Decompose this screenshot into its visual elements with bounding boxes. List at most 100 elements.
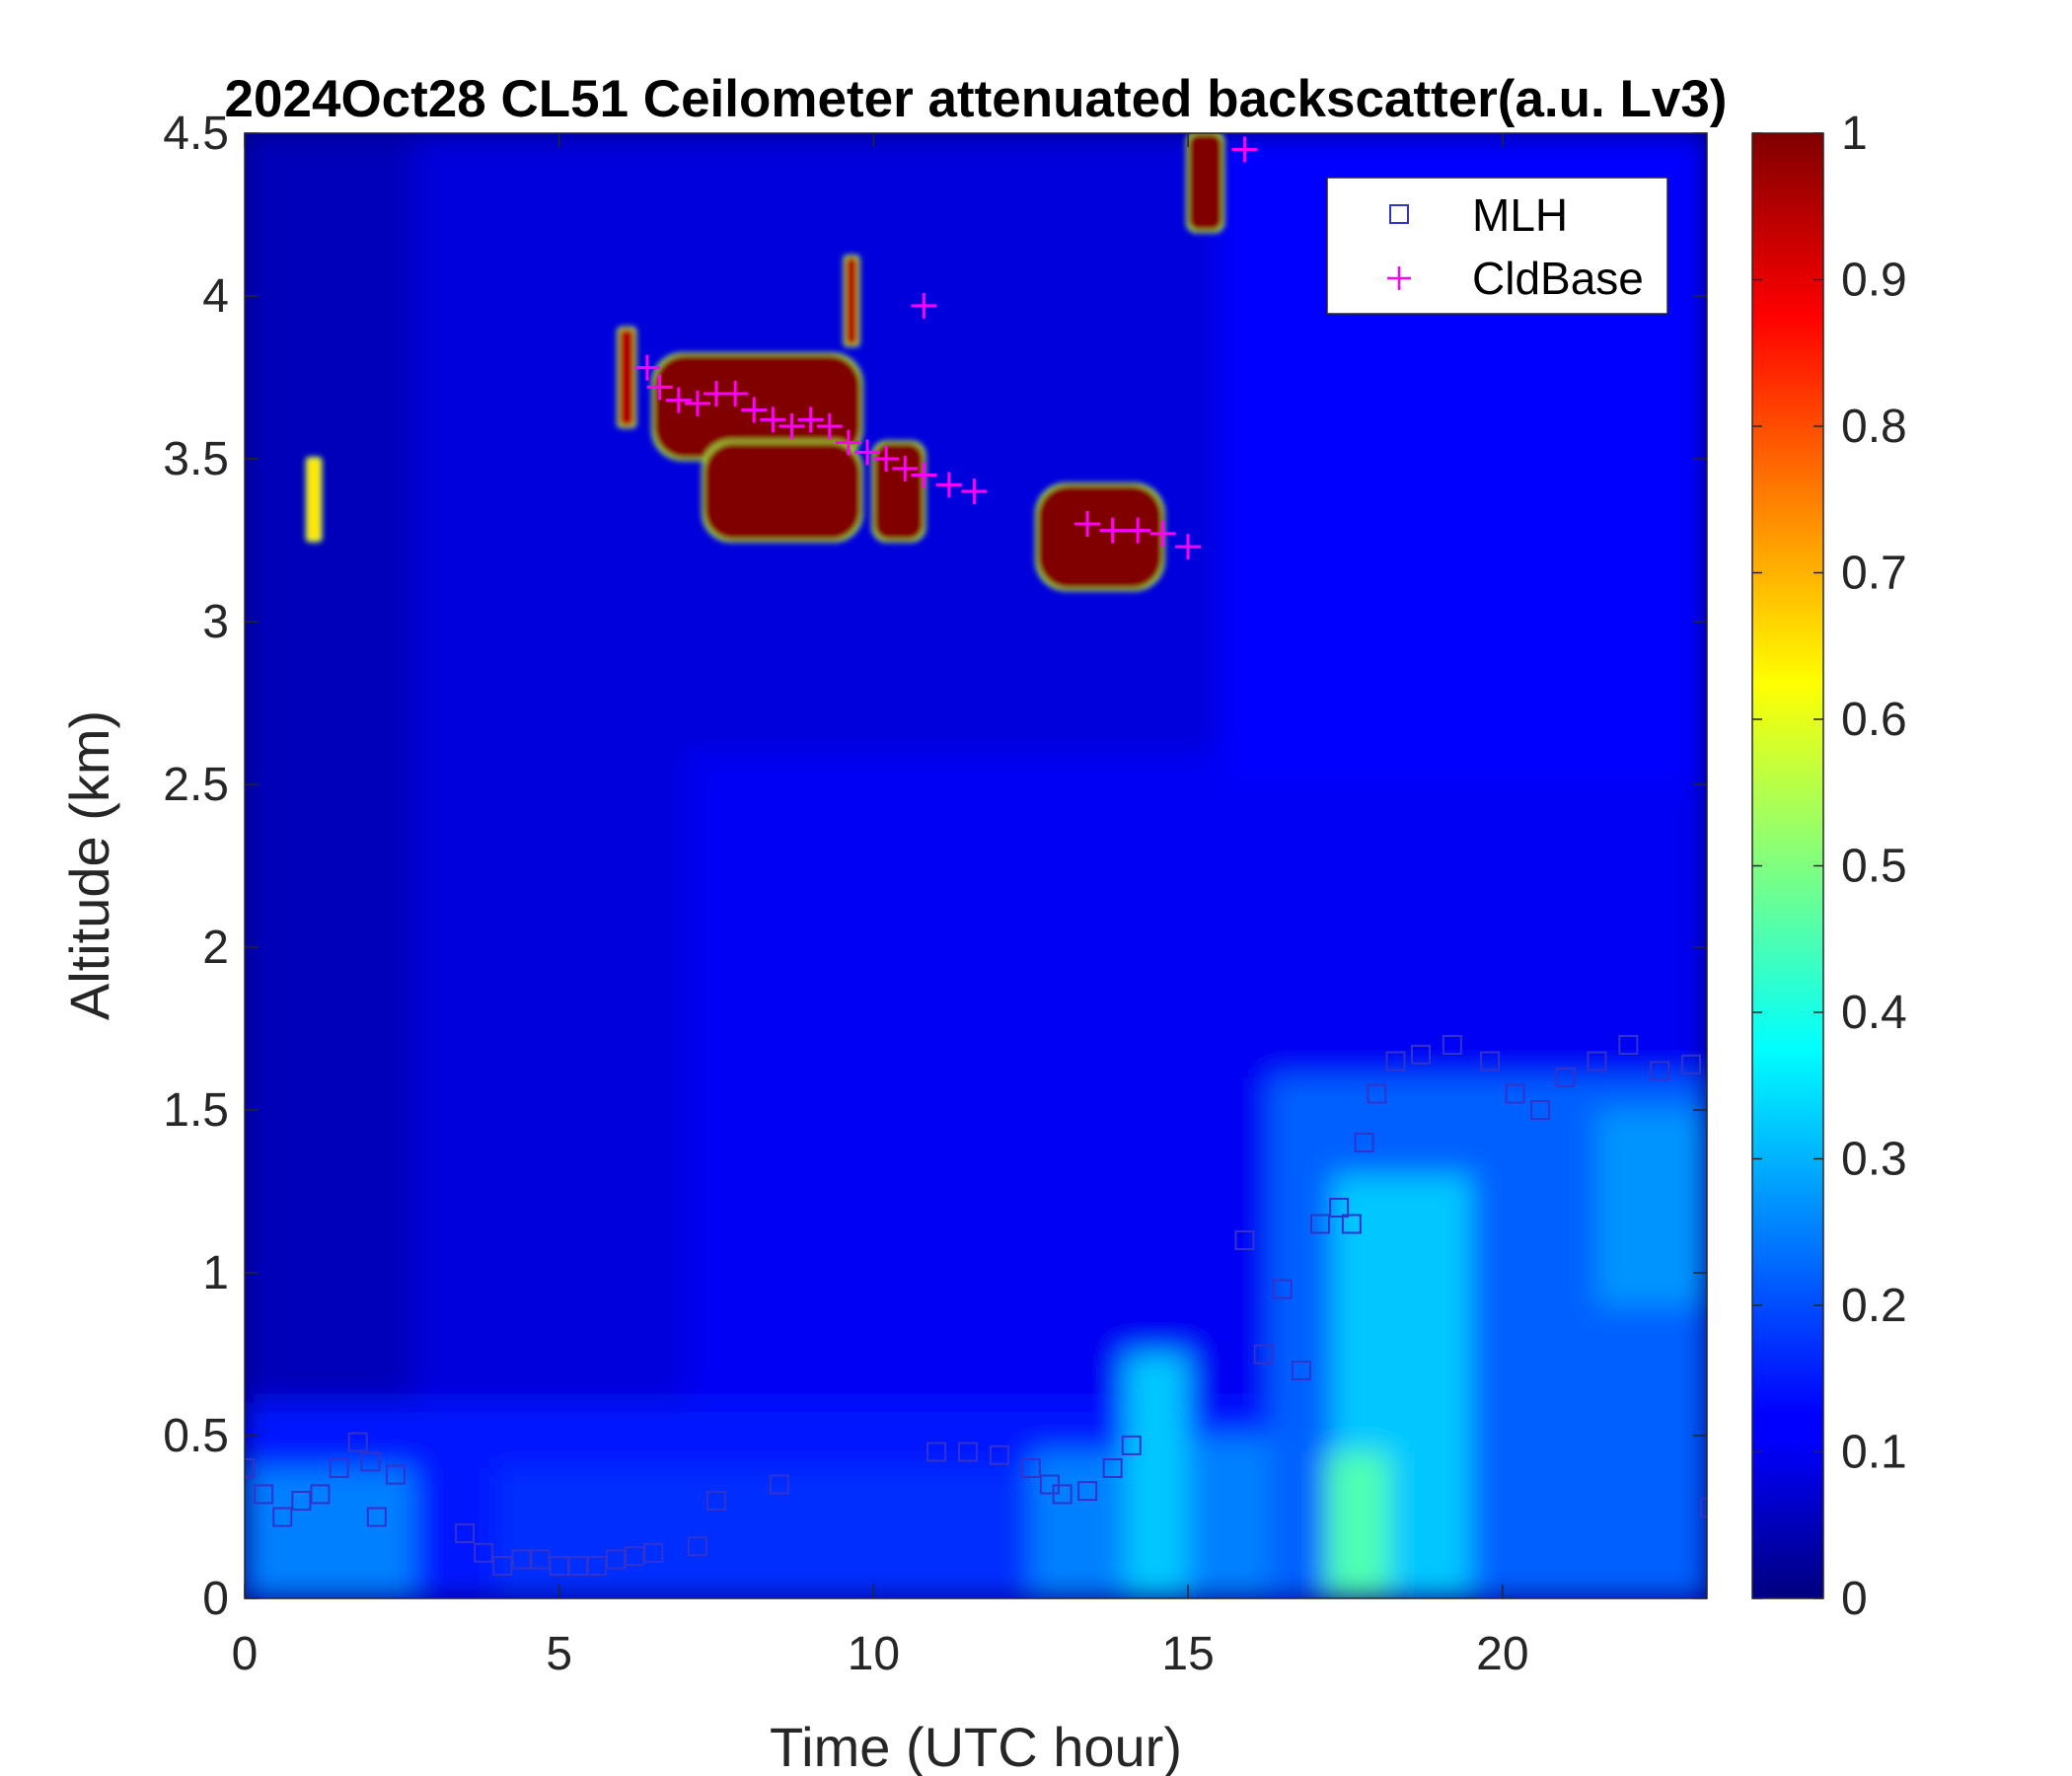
mlh-point-0 [245, 1458, 255, 1478]
colorbar-tick-label-3: 0.3 [1841, 1134, 1907, 1186]
mlh-point-13 [511, 1549, 532, 1570]
cloud-layer-5 [873, 442, 925, 541]
mlh-point-39 [1341, 1214, 1362, 1234]
mlh-point-2 [272, 1507, 293, 1527]
mlh-point-52 [1681, 1054, 1702, 1074]
mlh-point-46 [1505, 1083, 1525, 1104]
y-tick-label-1: 0.5 [163, 1410, 229, 1462]
cldbase-point-22 [1149, 520, 1176, 547]
cldbase-point-6 [741, 397, 768, 423]
x-axis-label: Time (UTC hour) [770, 1716, 1182, 1776]
cloud-layer-2 [653, 354, 861, 459]
mlh-point-18 [606, 1549, 627, 1570]
legend: MLH CldBase [1326, 177, 1668, 315]
mlh-point-29 [1052, 1484, 1073, 1505]
cldbase-point-16 [935, 472, 962, 498]
cldbase-markers [633, 136, 1258, 560]
cldbase-point-23 [1175, 534, 1202, 560]
y-tick-label-5: 2.5 [163, 759, 229, 811]
mlh-point-17 [586, 1556, 607, 1576]
x-tick-label-2: 10 [848, 1628, 900, 1680]
backscatter-region-6 [495, 1468, 1031, 1598]
x-tick-label-0: 0 [232, 1628, 259, 1680]
chart-title: 2024Oct28 CL51 Ceilometer attenuated bac… [225, 70, 1728, 128]
y-tick-label-2: 1 [202, 1247, 229, 1299]
mlh-point-9 [385, 1464, 406, 1485]
mlh-point-41 [1367, 1083, 1387, 1104]
mlh-point-31 [1102, 1458, 1123, 1478]
mlh-point-33 [1234, 1230, 1255, 1250]
backscatter-region-12 [1326, 1451, 1390, 1598]
cldbase-point-17 [961, 479, 988, 504]
backscatter-field [245, 133, 1707, 1598]
y-tick-label-8: 4 [202, 270, 229, 323]
x-tick-label-1: 5 [546, 1628, 572, 1680]
mlh-point-32 [1121, 1435, 1142, 1455]
mlh-point-10 [455, 1523, 476, 1543]
mlh-point-34 [1253, 1344, 1274, 1365]
colorbar-tick-label-0: 0 [1841, 1573, 1868, 1625]
cldbase-point-18 [911, 292, 937, 319]
mlh-point-27 [1020, 1458, 1041, 1478]
colorbar: 0 0.1 0.2 0.3 0.4 0.5 0.6 0.7 0.8 0.9 1 [1751, 108, 1907, 1625]
mlh-point-48 [1555, 1068, 1576, 1087]
y-tick-label-3: 1.5 [163, 1084, 229, 1137]
cldbase-point-8 [778, 413, 805, 439]
legend-mlh-label: MLH [1472, 189, 1568, 241]
mlh-point-22 [706, 1491, 727, 1511]
backscatter-region-9 [1188, 1436, 1270, 1598]
cldbase-point-1 [646, 374, 673, 401]
mlh-point-38 [1329, 1198, 1350, 1218]
cldbase-point-20 [1099, 517, 1126, 544]
mlh-point-20 [643, 1542, 664, 1563]
y-tick-label-0: 0 [202, 1573, 229, 1625]
mlh-point-36 [1291, 1361, 1311, 1380]
cldbase-point-2 [665, 387, 692, 413]
y-tick-label-6: 3 [202, 596, 229, 648]
mlh-point-47 [1530, 1100, 1551, 1120]
cldbase-point-21 [1125, 517, 1151, 544]
x-axis: 0 5 10 15 20 [232, 133, 1529, 1680]
mlh-point-35 [1272, 1279, 1293, 1299]
mlh-point-53 [1700, 1497, 1707, 1517]
x-tick-label-4: 20 [1476, 1628, 1528, 1680]
mlh-point-43 [1410, 1044, 1431, 1065]
backscatter-region-8 [1125, 1354, 1189, 1598]
mlh-point-50 [1618, 1035, 1639, 1055]
mlh-point-40 [1354, 1133, 1374, 1152]
cloud-layer-4 [845, 257, 858, 345]
cloud-layer-6 [1037, 484, 1163, 589]
mlh-point-24 [926, 1442, 947, 1462]
y-tick-label-4: 2 [202, 922, 229, 974]
colorbar-tick-label-1: 0.1 [1841, 1427, 1907, 1479]
cldbase-point-9 [797, 407, 824, 433]
y-tick-label-7: 3.5 [163, 433, 229, 485]
cloud-layer-7 [1188, 133, 1223, 231]
colorbar-gradient [1751, 132, 1824, 1599]
x-tick-label-3: 15 [1161, 1628, 1214, 1680]
colorbar-tick-label-5: 0.5 [1841, 841, 1907, 893]
colorbar-tick-label-2: 0.2 [1841, 1280, 1907, 1332]
mlh-markers [245, 1035, 1707, 1576]
mlh-point-19 [625, 1546, 645, 1567]
mlh-point-3 [291, 1491, 312, 1511]
cldbase-point-7 [760, 407, 786, 433]
cldbase-point-24 [1231, 136, 1258, 163]
mlh-point-4 [310, 1484, 331, 1505]
cloud-layer-3 [703, 442, 861, 541]
cloud-layer-0 [307, 459, 321, 541]
y-axis: 0 0.5 1 1.5 2 2.5 3 3.5 4 4.5 [163, 108, 1707, 1625]
plot-area [244, 132, 1708, 1599]
cldbase-point-15 [911, 462, 937, 488]
mlh-point-23 [769, 1474, 789, 1495]
legend-cldbase-marker [1387, 266, 1411, 290]
colorbar-tick-label-4: 0.4 [1841, 987, 1907, 1039]
mlh-point-21 [687, 1536, 707, 1557]
y-axis-label: Altitude (km) [58, 710, 120, 1020]
mlh-point-6 [347, 1432, 368, 1452]
mlh-point-49 [1587, 1051, 1607, 1072]
mlh-point-25 [958, 1442, 979, 1462]
legend-cldbase-label: CldBase [1472, 253, 1644, 304]
colorbar-ticks: 0 0.1 0.2 0.3 0.4 0.5 0.6 0.7 0.8 0.9 1 [1752, 108, 1907, 1625]
mlh-point-26 [989, 1444, 1009, 1465]
